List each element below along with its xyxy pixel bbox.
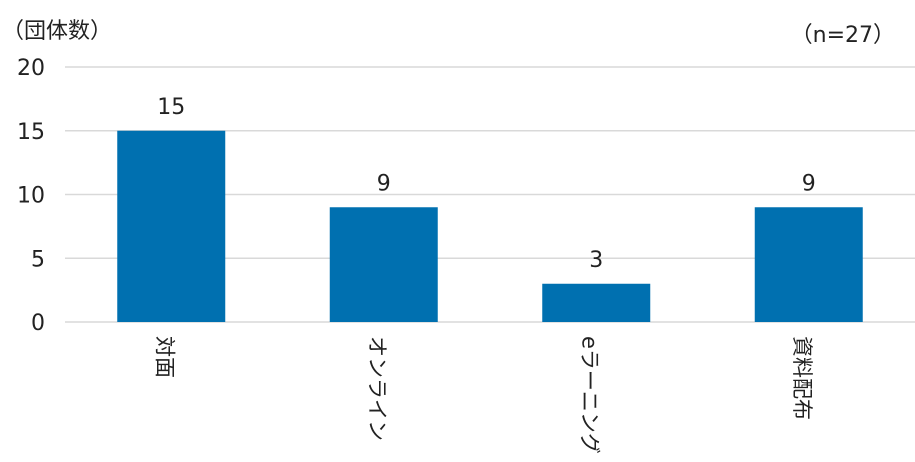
- category-label: eラーニング: [577, 336, 601, 454]
- data-labels: 15 9 3 9: [157, 95, 816, 273]
- data-label: 9: [377, 171, 391, 196]
- category-label: 対面: [152, 336, 176, 378]
- bar: [542, 283, 651, 322]
- bars: [117, 130, 863, 322]
- sample-size-note: （n=27）: [791, 23, 895, 48]
- bar: [754, 207, 863, 322]
- data-label: 3: [589, 248, 603, 273]
- bar: [117, 130, 226, 322]
- y-tick-label: 20: [17, 56, 45, 81]
- bar: [329, 207, 438, 322]
- y-unit-label: （団体数）: [2, 19, 112, 44]
- category-label: オンライン: [365, 336, 389, 441]
- y-axis: 0 5 10 15 20: [17, 56, 45, 336]
- y-tick-label: 0: [31, 311, 45, 336]
- category-label: 資料配布: [790, 336, 814, 420]
- data-label: 9: [802, 171, 816, 196]
- y-tick-label: 5: [31, 247, 45, 272]
- y-tick-label: 10: [17, 184, 45, 209]
- data-label: 15: [157, 95, 185, 120]
- x-axis: 対面 オンライン eラーニング 資料配布: [152, 336, 814, 454]
- y-tick-label: 15: [17, 120, 45, 145]
